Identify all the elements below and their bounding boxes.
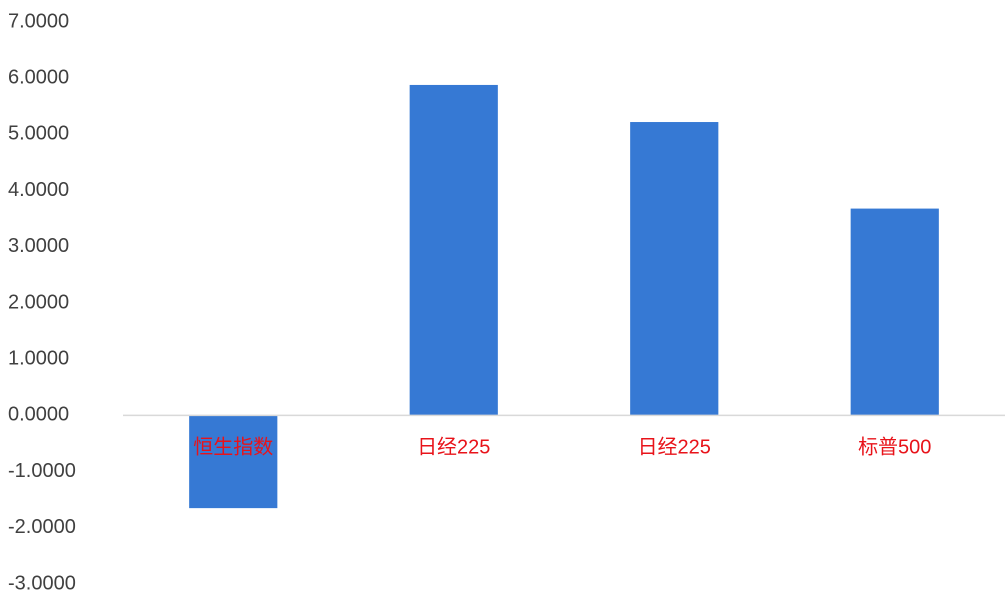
category-label: 日经225: [638, 435, 711, 458]
category-label: 日经225: [417, 435, 490, 458]
y-tick-label: 4.0000: [8, 179, 69, 201]
bar: [850, 208, 939, 416]
y-tick-label: 1.0000: [8, 347, 69, 369]
y-tick-label: 5.0000: [8, 123, 69, 145]
y-axis-ticks: 7.0000 6.0000 5.0000 4.0000 3.0000 2.0000 1.00…: [8, 10, 76, 594]
y-tick-label: 2.0000: [8, 291, 69, 313]
bar: [409, 84, 498, 416]
y-tick-label: 3.0000: [8, 235, 69, 257]
bars: [189, 84, 939, 509]
y-tick-label: -2.0000: [8, 516, 76, 538]
category-labels: 恒生指数 日经225 日经225 标普500: [193, 435, 931, 458]
bar: [189, 415, 278, 509]
y-tick-label: -1.0000: [8, 460, 76, 482]
y-tick-label: 0.0000: [8, 404, 69, 426]
y-tick-label: 6.0000: [8, 66, 69, 88]
y-tick-label: -3.0000: [8, 572, 76, 594]
category-label: 恒生指数: [193, 435, 273, 458]
bar: [630, 122, 719, 416]
category-label: 标普500: [858, 435, 931, 458]
y-tick-label: 7.0000: [8, 10, 69, 32]
